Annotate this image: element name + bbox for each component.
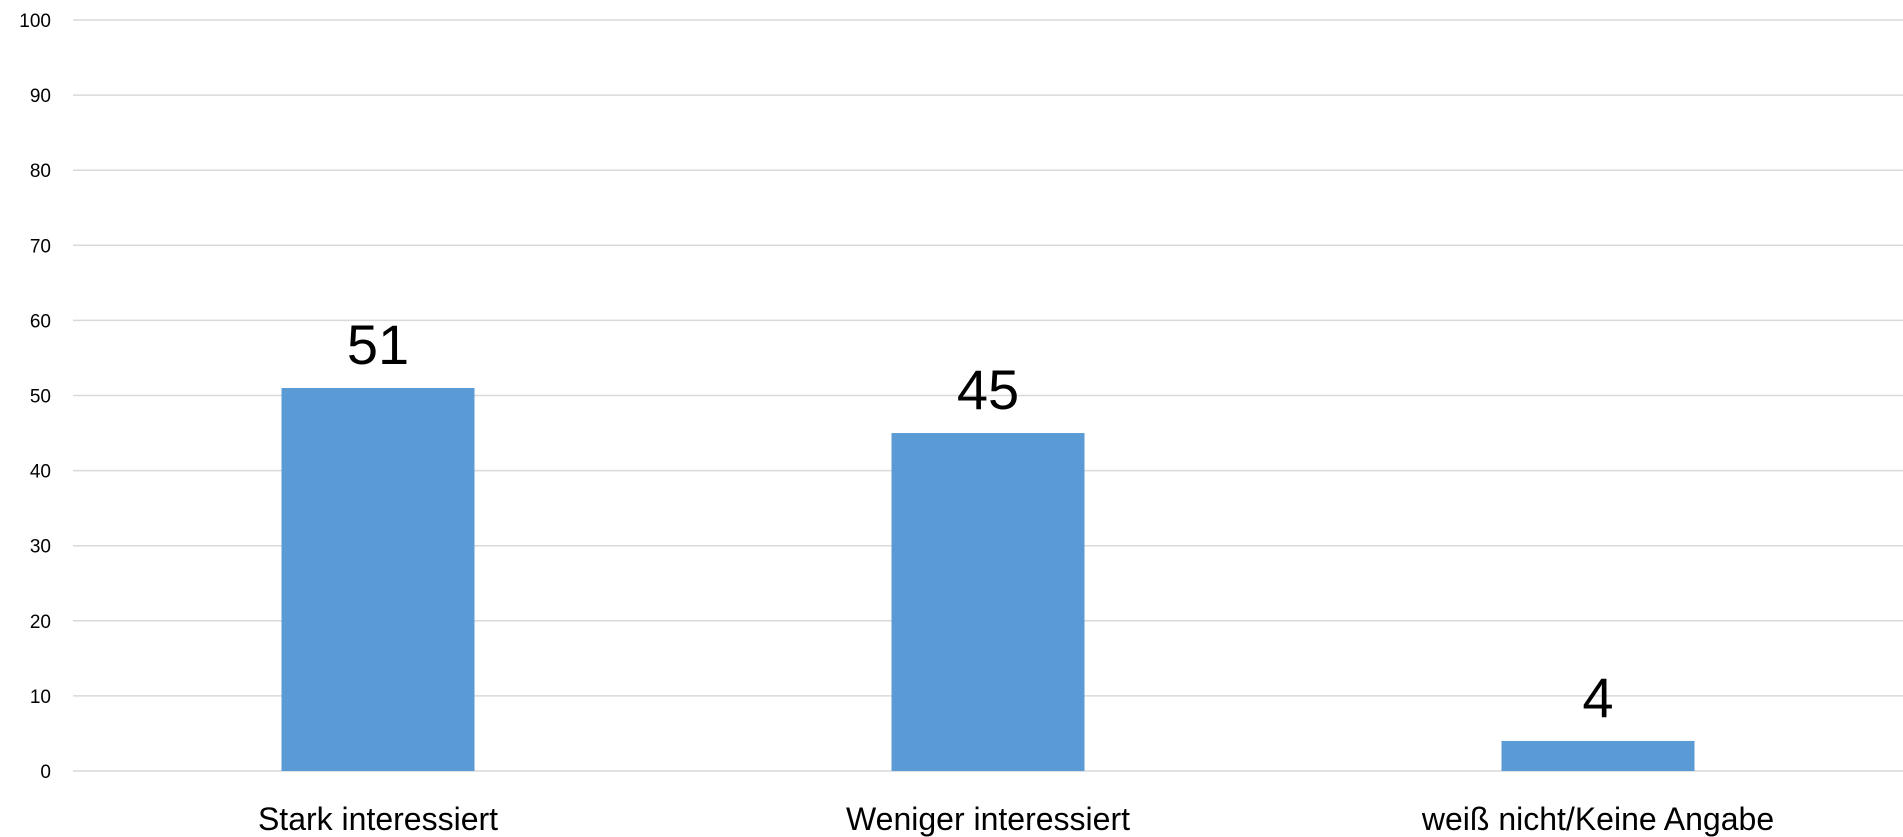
y-tick-label: 90: [30, 86, 51, 107]
data-label: 4: [1582, 666, 1613, 729]
bar: [891, 433, 1085, 771]
y-tick-label: 20: [30, 612, 51, 633]
category-label: weiß nicht/Keine Angabe: [1421, 801, 1774, 837]
y-axis-tick-labels: 0 10 20 30 40 50 60 70 80 90 100: [19, 11, 51, 783]
data-labels: 51 45 4: [347, 313, 1614, 729]
category-label: Stark interessiert: [258, 801, 498, 837]
bar: [281, 387, 475, 771]
y-tick-label: 100: [19, 11, 51, 32]
x-axis-category-labels: Stark interessiert Weniger interessiert we…: [258, 801, 1774, 837]
y-tick-label: 10: [30, 687, 51, 708]
data-label: 51: [347, 313, 409, 376]
y-tick-label: 40: [30, 462, 51, 483]
y-tick-label: 70: [30, 236, 51, 257]
category-label: Weniger interessiert: [846, 801, 1130, 837]
bar: [1501, 740, 1695, 771]
y-tick-label: 0: [40, 762, 51, 783]
y-tick-label: 80: [30, 161, 51, 182]
bars: [281, 387, 1695, 771]
y-tick-label: 50: [30, 387, 51, 408]
data-label: 45: [957, 358, 1019, 421]
y-tick-label: 60: [30, 311, 51, 332]
y-tick-label: 30: [30, 537, 51, 558]
